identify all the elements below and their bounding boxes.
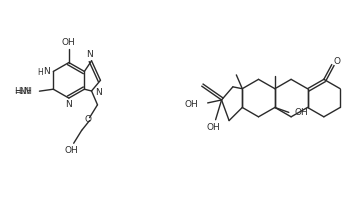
Text: =NH: =NH xyxy=(15,87,33,96)
Text: OH: OH xyxy=(65,146,79,155)
Text: OH: OH xyxy=(207,123,221,132)
Text: O: O xyxy=(84,115,91,124)
Text: N: N xyxy=(95,88,102,98)
Text: OH: OH xyxy=(185,100,199,109)
Text: O: O xyxy=(333,57,340,66)
Text: H₂N: H₂N xyxy=(14,87,30,96)
Text: H: H xyxy=(38,68,43,77)
Text: N: N xyxy=(43,67,50,76)
Text: N: N xyxy=(65,100,72,109)
Text: OH: OH xyxy=(295,108,309,117)
Text: N: N xyxy=(86,50,93,59)
Text: OH: OH xyxy=(62,38,76,47)
